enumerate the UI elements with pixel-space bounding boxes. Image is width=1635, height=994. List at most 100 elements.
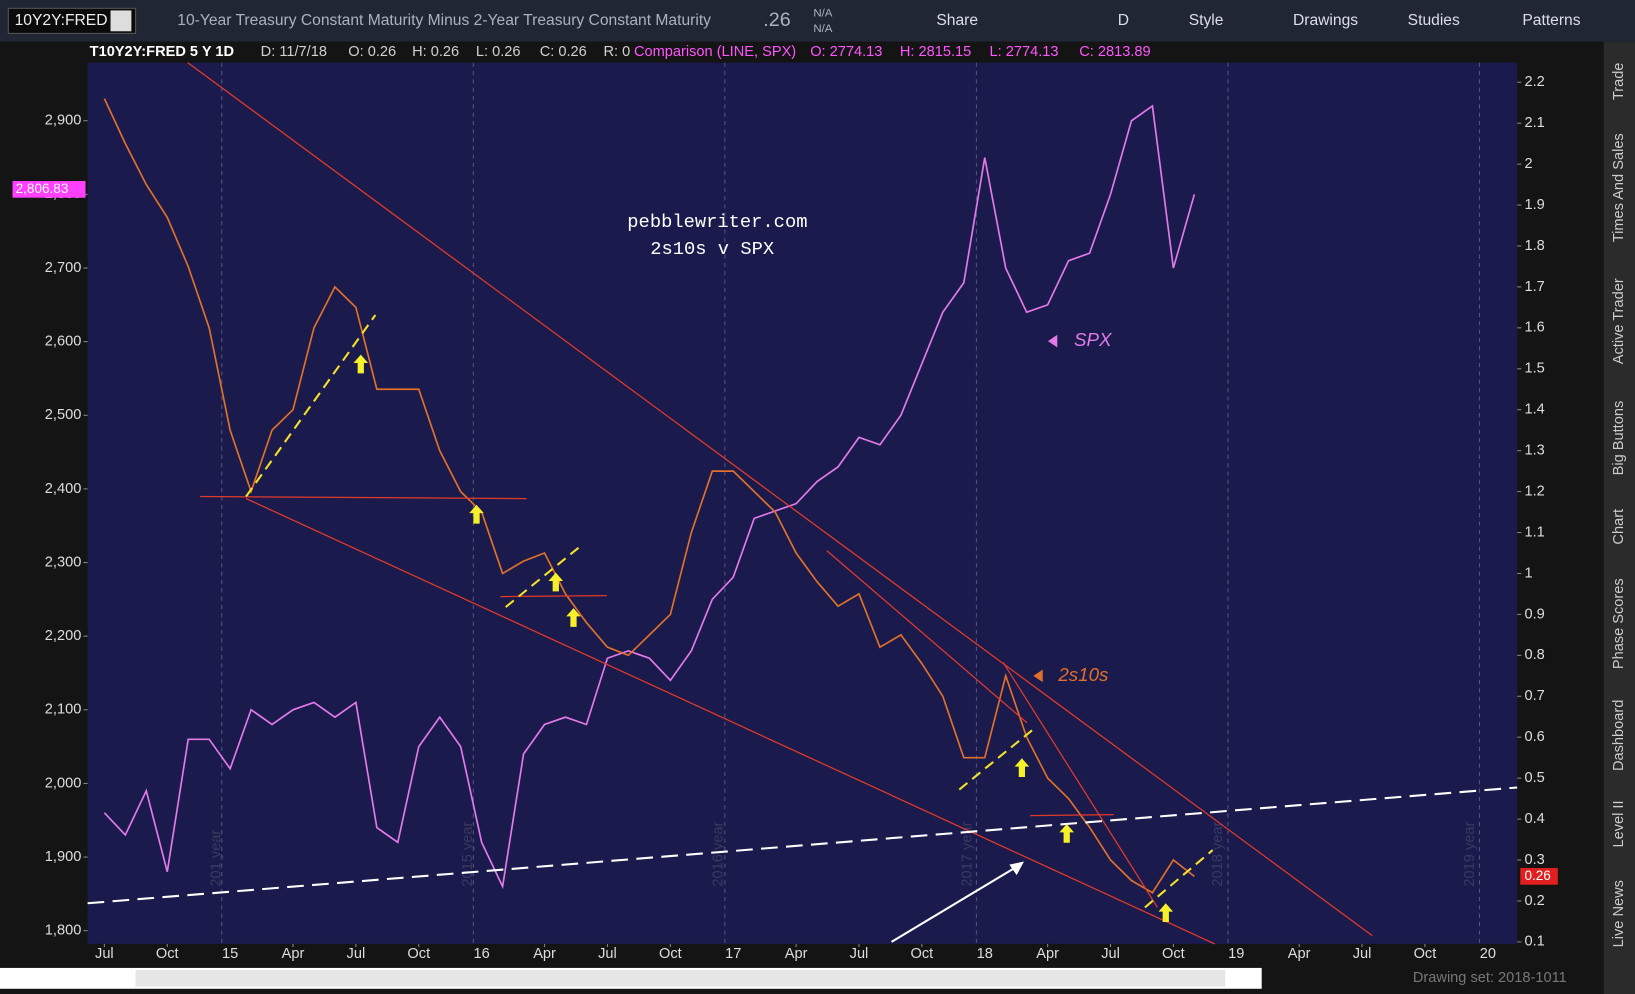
x-tick-label: 15 xyxy=(222,946,238,962)
drawing-set: Drawing set: 2018-1011 xyxy=(1413,970,1567,986)
y2-tick-label: 0.7 xyxy=(1524,688,1544,704)
y-tick-label: 2,600 xyxy=(45,333,82,349)
header-field: D: 11/7/18 xyxy=(261,44,327,60)
sidebar-tab[interactable]: Big Buttons xyxy=(1611,401,1627,476)
x-tick-label: Jul xyxy=(598,946,617,962)
x-tick-label: Oct xyxy=(911,946,934,962)
sidebar xyxy=(1603,41,1635,994)
y2-tick-label: 2 xyxy=(1524,156,1532,172)
toolbar-button[interactable]: Style xyxy=(1189,12,1224,29)
series-line xyxy=(103,104,1196,890)
last-value-box xyxy=(12,181,86,198)
last-value-label: 0.26 xyxy=(1524,868,1550,883)
sidebar-tab[interactable]: Times And Sales xyxy=(1611,133,1627,242)
toolbar-button[interactable]: D xyxy=(1118,12,1129,29)
toolbar-button[interactable]: Share xyxy=(936,12,978,29)
y2-tick-label: 0.5 xyxy=(1524,770,1544,786)
x-tick-label: Apr xyxy=(1288,946,1311,962)
symbol[interactable]: 10Y2Y:FRED xyxy=(15,12,108,29)
comparison-field: O: 2774.13 xyxy=(810,44,882,60)
y-tick-label: 2,000 xyxy=(45,775,82,791)
y-tick-label: 2,500 xyxy=(45,407,82,423)
spx-marker xyxy=(1047,334,1058,348)
x-tick-label: 18 xyxy=(977,946,993,962)
sidebar-tab[interactable]: Phase Scores xyxy=(1611,578,1627,669)
y-tick-label: 2,400 xyxy=(45,481,82,497)
header-bar xyxy=(0,41,1604,63)
symbol-dropdown[interactable] xyxy=(110,10,132,32)
header-field: L: 0.26 xyxy=(476,44,521,60)
change-pct: N/A xyxy=(813,23,832,35)
chart-title: pebblewriter.com xyxy=(627,211,807,233)
year-watermark: 2016 year xyxy=(710,822,726,887)
series-line xyxy=(103,98,1195,894)
comparison-name: Comparison (LINE, SPX) xyxy=(634,44,796,60)
y2-tick-label: 1.3 xyxy=(1524,443,1544,459)
y2-tick-label: 0.8 xyxy=(1524,647,1544,663)
drawings xyxy=(87,62,1518,945)
trendline xyxy=(245,497,1216,945)
sidebar-tab[interactable]: Trade xyxy=(1611,63,1627,101)
x-tick-label: 19 xyxy=(1228,946,1244,962)
series-label: 2s10s xyxy=(1057,664,1108,685)
y-tick-label: 1,900 xyxy=(45,849,82,865)
series-label: SPX xyxy=(1074,329,1113,350)
x-tick-label: Apr xyxy=(1036,946,1059,962)
support-line xyxy=(1030,813,1114,817)
x-tick-label: Oct xyxy=(659,946,682,962)
header-field: O: 0.26 xyxy=(348,44,396,60)
sidebar-tab[interactable]: Live News xyxy=(1611,880,1627,947)
y2-tick-label: 1.9 xyxy=(1524,197,1544,213)
x-tick-label: Oct xyxy=(1162,946,1185,962)
x-tick-label: Jul xyxy=(1353,946,1372,962)
x-tick-label: Oct xyxy=(1414,946,1437,962)
x-tick-label: Jul xyxy=(347,946,366,962)
y-tick-label: 2,300 xyxy=(45,554,82,570)
x-tick-label: 17 xyxy=(725,946,741,962)
y2-tick-label: 1.5 xyxy=(1524,361,1544,377)
year-watermark: 2017 year xyxy=(960,822,976,887)
y2-tick-label: 1 xyxy=(1524,565,1532,581)
support-line xyxy=(200,495,527,500)
last-value-label: 2,806.83 xyxy=(16,181,69,196)
x-tick-label: Jul xyxy=(95,946,114,962)
scroll-thumb[interactable] xyxy=(135,970,1226,987)
sidebar-tab[interactable]: Dashboard xyxy=(1611,700,1627,771)
plot-area xyxy=(87,62,1518,944)
toolbar xyxy=(0,0,1635,42)
y2-tick-label: 0.1 xyxy=(1524,934,1544,950)
x-tick-label: Apr xyxy=(785,946,808,962)
toolbar-button[interactable]: Drawings xyxy=(1293,12,1358,29)
y2-tick-label: 1.6 xyxy=(1524,320,1544,336)
y-tick-label: 1,800 xyxy=(45,923,82,939)
y2-tick-label: 0.6 xyxy=(1524,729,1544,745)
toolbar-button[interactable]: Studies xyxy=(1408,12,1460,29)
y-tick-label: 2,700 xyxy=(45,260,82,276)
year-watermark: 2019 year xyxy=(1462,822,1478,887)
support-line xyxy=(500,594,607,598)
sidebar-tab[interactable]: Chart xyxy=(1611,509,1627,545)
dashed-trendline xyxy=(87,786,1518,905)
y-tick-label: 2,100 xyxy=(45,702,82,718)
y2-tick-label: 1.8 xyxy=(1524,238,1544,254)
x-tick-label: Apr xyxy=(282,946,305,962)
last-value-box xyxy=(1520,868,1558,885)
year-watermark: 201 year xyxy=(209,830,225,887)
symbol-description: 10-Year Treasury Constant Maturity Minus… xyxy=(177,12,711,29)
y2-tick-label: 0.4 xyxy=(1524,811,1544,827)
chart-subtitle: 2s10s v SPX xyxy=(650,238,774,260)
y2-tick-label: 1.2 xyxy=(1524,483,1544,499)
y2-tick-label: 1.1 xyxy=(1524,524,1544,540)
year-watermark: 2015 year xyxy=(460,822,476,887)
comparison-field: H: 2815.15 xyxy=(900,44,971,60)
comparison-field: L: 2774.13 xyxy=(990,44,1059,60)
trendline xyxy=(187,62,1373,937)
2s10s-marker xyxy=(1033,669,1043,683)
toolbar-button[interactable]: Patterns xyxy=(1522,12,1580,29)
x-tick-label: Apr xyxy=(533,946,556,962)
study-name: T10Y2Y:FRED 5 Y 1D xyxy=(90,44,234,60)
sidebar-tab[interactable]: Level II xyxy=(1611,800,1627,847)
y2-tick-label: 2.1 xyxy=(1524,115,1544,131)
sidebar-tab[interactable]: Active Trader xyxy=(1611,278,1627,364)
